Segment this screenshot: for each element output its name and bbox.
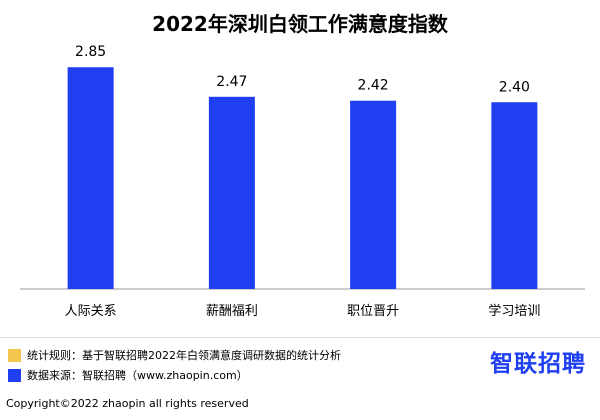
value-label-1: 2.85 [75,44,106,60]
value-label-4: 2.40 [499,79,530,95]
category-label-3: 职位晋升 [347,304,399,319]
category-label-4: 学习培训 [488,303,540,319]
copyright: Copyright©2022 zhaopin all rights reserv… [6,397,249,410]
chart-title: 2022年深圳白领工作满意度指数 [152,12,448,36]
bar-4 [491,102,538,289]
note-source: 数据来源：智联招聘（www.zhaopin.com） [8,367,248,383]
rule-swatch-icon [8,348,21,362]
bar-1 [67,67,114,289]
zhaopin-logo: 智联招聘 [490,351,586,377]
value-label-2: 2.47 [216,74,247,90]
bar-3 [350,100,397,289]
category-label-2: 薪酬福利 [206,304,258,319]
bar-chart: 2.85 人际关系 2.47 薪酬福利 2.42 职位晋升 2.40 学习培训 [20,44,585,319]
source-swatch-icon [8,368,21,382]
bar-2 [208,96,255,289]
footer-divider [0,337,600,338]
note-rule-text: 统计规则：基于智联招聘2022年白领满意度调研数据的统计分析 [27,349,341,362]
note-rule: 统计规则：基于智联招聘2022年白领满意度调研数据的统计分析 [8,347,341,363]
category-label-1: 人际关系 [65,304,117,319]
value-label-3: 2.42 [358,78,389,94]
note-source-text: 数据来源：智联招聘（www.zhaopin.com） [27,369,248,382]
